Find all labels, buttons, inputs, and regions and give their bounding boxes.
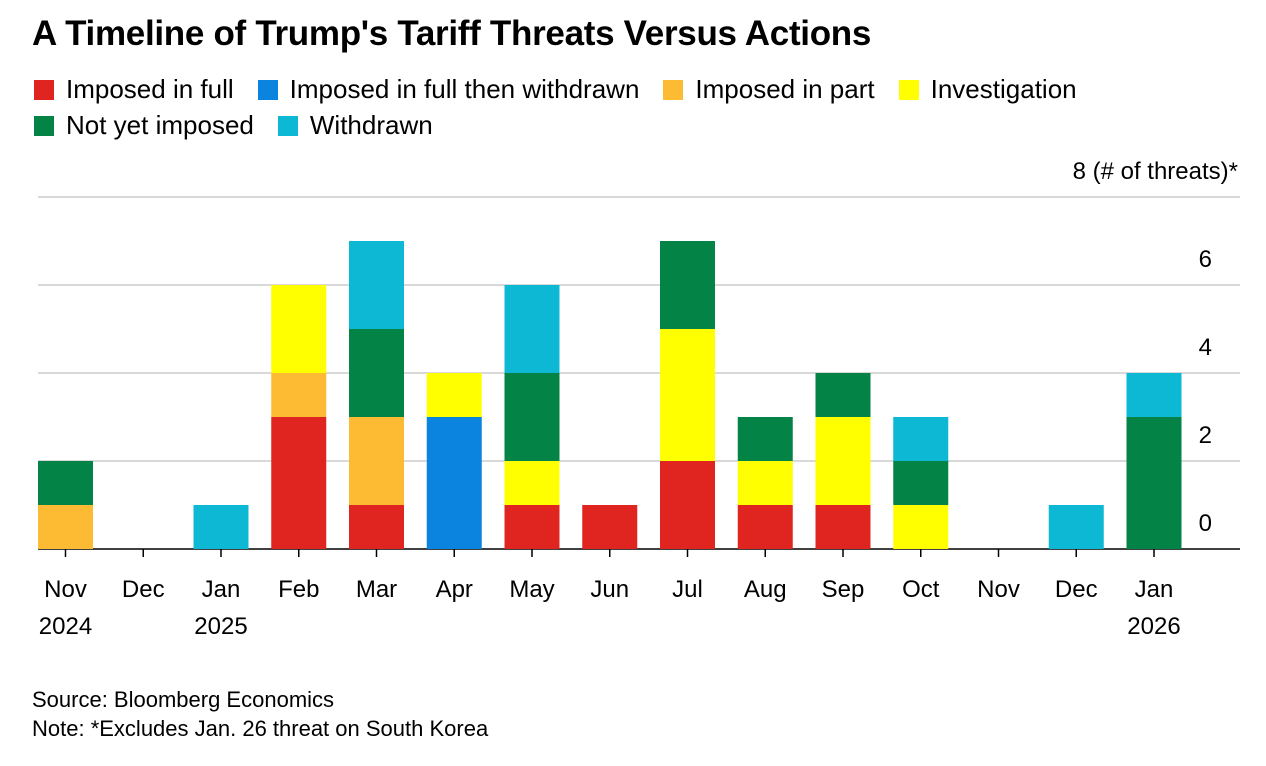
x-tick-label: Oct [902,576,940,603]
bar-segment [737,461,793,505]
legend-swatch [663,79,684,100]
footnote: Note: *Excludes Jan. 26 threat on South … [32,716,489,741]
x-tick-label: Aug [744,576,787,603]
legend-item: Not yet imposed [34,110,254,141]
y-tick-label: 2 [1199,422,1212,449]
x-tick-label: May [509,576,554,603]
x-tick-label: Dec [1055,576,1098,603]
legend-swatch [34,115,54,136]
x-tick-label: Apr [436,576,473,603]
legend-label: Imposed in part [695,74,875,104]
bar-segment [1048,505,1104,549]
x-tick-year: 2026 [1127,613,1180,640]
legend-item: Imposed in part [663,74,875,105]
bar-segment [504,373,560,461]
bar-segment [660,461,715,549]
bar-segment [349,329,404,417]
legend-item: Imposed in full then withdrawn [257,74,640,105]
bar-segment [349,241,404,329]
bar-segment [893,417,949,461]
bar-segment [38,505,93,549]
y-tick-label: 4 [1199,334,1212,361]
x-tick-year: 2024 [39,613,92,640]
legend-row-2: Not yet imposed Withdrawn [34,110,457,141]
bar-segment [1126,373,1182,417]
x-tick-label: Dec [122,576,165,603]
x-tick-label: Jun [590,576,629,603]
x-tick-label: Jul [672,576,703,603]
bar-segment [504,505,560,549]
legend-swatch [898,79,919,100]
x-tick-year: 2025 [194,613,247,640]
bar-segment [660,329,715,461]
bar-segment [1126,417,1182,549]
bar-segment [426,417,482,549]
bar-segment [893,505,949,549]
legend-row-1: Imposed in full Imposed in full then with… [34,74,1101,105]
bar-segment [815,373,871,417]
bar-segment [426,373,482,417]
bar-segment [271,285,327,373]
x-tick-label: Jan [1135,576,1174,603]
x-tick-label: Mar [356,576,397,603]
bar-segment [271,417,327,549]
bar-segment [815,417,871,505]
x-tick-label: Feb [278,576,319,603]
source-note: Source: Bloomberg Economics [32,687,335,712]
legend-item: Imposed in full [34,74,234,105]
legend-swatch [34,79,54,100]
bar-segment [582,505,638,549]
legend-label: Not yet imposed [66,110,254,140]
y-axis-label: 8 (# of threats)* [1073,158,1238,185]
y-tick-label: 6 [1199,246,1212,273]
y-tick-label: 0 [1199,510,1212,537]
x-tick-label: Nov [44,576,87,603]
legend-label: Imposed in full [66,74,234,104]
legend-label: Withdrawn [309,110,433,140]
bar-segment [815,505,871,549]
legend-label: Investigation [930,74,1077,104]
bar-segment [660,241,715,329]
bar-segment [271,373,327,417]
bar-segment [737,417,793,461]
bar-segment [737,505,793,549]
x-tick-label: Sep [822,576,865,603]
bar-segment [504,285,560,373]
bar-segment [349,417,404,505]
legend-item: Withdrawn [277,110,433,141]
x-tick-label: Jan [202,576,241,603]
legend-label: Imposed in full then withdrawn [289,74,640,104]
legend-swatch [257,79,278,100]
bar-segment [504,461,560,505]
legend-swatch [277,115,298,136]
chart-title: A Timeline of Trump's Tariff Threats Ver… [32,14,872,53]
bar-segment [349,505,404,549]
bar-segment [38,461,93,505]
bar-segment [893,461,949,505]
bar-segment [193,505,249,549]
x-tick-label: Nov [977,576,1020,603]
legend-item: Investigation [898,74,1077,105]
